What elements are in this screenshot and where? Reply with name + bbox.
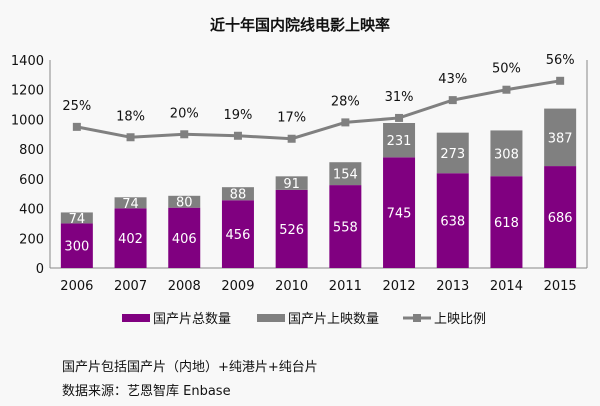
y-tick-label: 1000 <box>11 113 44 128</box>
bar-released <box>60 212 93 224</box>
ratio-label: 56% <box>546 53 575 68</box>
bar-released <box>168 195 201 208</box>
legend: 国产片总数量 国产片上映数量 上映比例 <box>122 312 486 327</box>
bar-total <box>114 208 147 268</box>
bar-total <box>436 173 469 268</box>
bar-released <box>329 162 362 186</box>
ratio-point <box>395 113 404 122</box>
bar-total <box>275 189 308 268</box>
x-tick-label: 2013 <box>436 279 469 294</box>
ratio-label: 25% <box>62 99 91 114</box>
ratio-point <box>72 122 81 131</box>
ratio-label: 50% <box>492 62 521 77</box>
legend-swatch <box>257 314 285 322</box>
ratio-point <box>556 76 565 85</box>
bar-data-label: 456 <box>226 228 251 243</box>
bar-released <box>114 197 147 209</box>
legend-label: 上映比例 <box>434 312 486 327</box>
ratio-label: 28% <box>331 94 360 109</box>
y-tick-label: 0 <box>36 262 44 277</box>
ratio-point <box>448 96 457 105</box>
ratio-label: 43% <box>438 72 467 87</box>
ratio-point <box>180 130 189 139</box>
bar-released <box>544 108 577 167</box>
x-tick-label: 2010 <box>275 279 308 294</box>
bar-released <box>221 187 254 201</box>
bar-data-label: 558 <box>333 221 358 236</box>
legend-marker <box>413 314 421 322</box>
composition-note: 国产片包括国产片（内地）+纯港片+纯台片 <box>62 360 318 375</box>
x-tick-label: 2014 <box>490 279 523 294</box>
ratio-label: 17% <box>277 111 306 126</box>
ratio-point <box>341 118 350 127</box>
bar-total <box>221 200 254 268</box>
bar-total <box>544 166 577 268</box>
bar-data-label: 300 <box>64 240 89 255</box>
bar-released <box>490 130 523 177</box>
x-tick-label: 2015 <box>544 279 577 294</box>
legend-label: 国产片总数量 <box>153 312 231 327</box>
bar-data-label: 91 <box>283 177 300 192</box>
ratio-line <box>76 79 561 141</box>
ratio-point <box>502 85 511 94</box>
x-tick-label: 2008 <box>168 279 201 294</box>
bar-total <box>490 176 523 268</box>
x-tick-label: 2006 <box>60 279 93 294</box>
bar-data-label: 231 <box>387 134 412 149</box>
legend-label: 国产片上映数量 <box>288 312 379 327</box>
x-tick-label: 2012 <box>383 279 416 294</box>
bar-data-label: 273 <box>440 147 465 162</box>
x-tick-label: 2009 <box>221 279 254 294</box>
bar-total <box>60 223 93 268</box>
y-tick-label: 1400 <box>11 54 44 69</box>
legend-swatch <box>122 314 150 322</box>
bar-data-label: 74 <box>122 197 139 212</box>
x-tick-label: 2007 <box>114 279 147 294</box>
bar-data-label: 387 <box>548 131 573 146</box>
y-tick-label: 600 <box>19 173 44 188</box>
bar-data-label: 686 <box>548 211 573 226</box>
bar-data-label: 526 <box>279 223 304 238</box>
bar-total <box>383 157 416 268</box>
bar-released <box>383 122 416 158</box>
bar-data-label: 80 <box>176 196 193 211</box>
ratio-label: 31% <box>385 90 414 105</box>
ratio-point <box>233 131 242 140</box>
y-tick-label: 800 <box>19 143 44 158</box>
y-tick-label: 400 <box>19 203 44 218</box>
y-tick-label: 200 <box>19 232 44 247</box>
ratio-label: 18% <box>116 109 145 124</box>
y-tick-label: 1200 <box>11 84 44 99</box>
bar-data-label: 618 <box>494 216 519 231</box>
bar-data-label: 638 <box>440 215 465 230</box>
bar-data-label: 74 <box>69 212 86 227</box>
ratio-label: 20% <box>170 106 199 121</box>
bar-data-label: 154 <box>333 168 358 183</box>
chart-title: 近十年国内院线电影上映率 <box>210 16 390 34</box>
bar-data-label: 308 <box>494 147 519 162</box>
ratio-point <box>287 134 296 143</box>
bar-data-label: 745 <box>387 207 412 222</box>
ratio-label: 19% <box>223 108 252 123</box>
source-note: 数据来源：艺恩智库 Enbase <box>62 384 231 399</box>
bar-released <box>275 176 308 190</box>
bar-data-label: 88 <box>230 188 247 203</box>
bar-total <box>329 185 362 268</box>
bar-total <box>168 207 201 268</box>
bar-released <box>436 132 469 174</box>
bar-data-label: 402 <box>118 232 143 247</box>
bar-data-label: 406 <box>172 232 197 247</box>
ratio-point <box>126 133 135 142</box>
x-tick-label: 2011 <box>329 279 362 294</box>
